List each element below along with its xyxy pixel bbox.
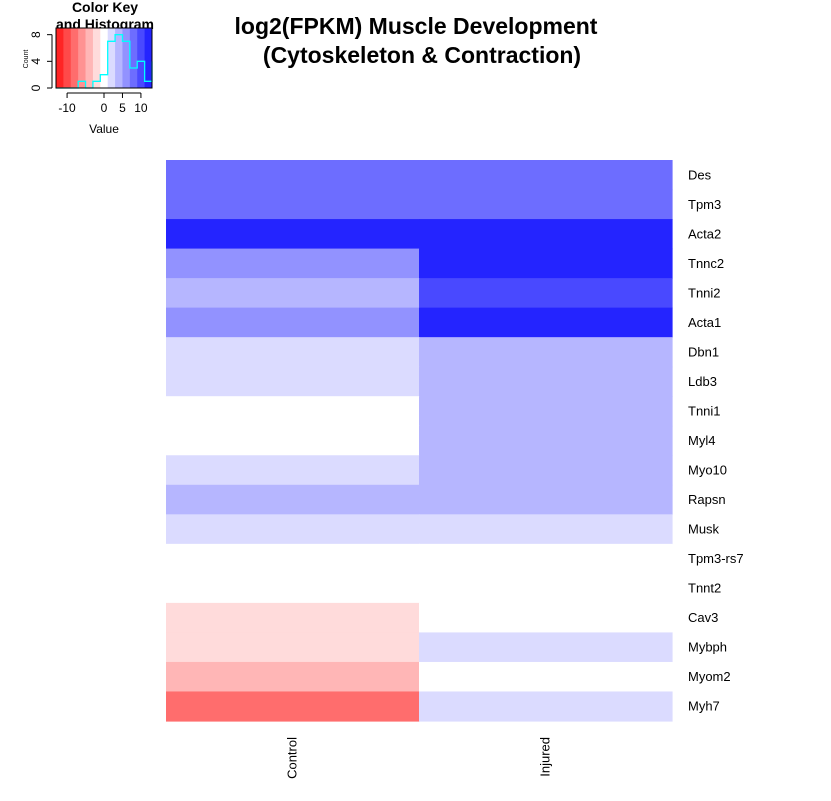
heatmap-cell-Myo10-Injured: [419, 455, 673, 486]
color-key-strip: [129, 28, 138, 88]
color-key-strip: [92, 28, 101, 88]
row-label-Myom2: Myom2: [688, 669, 731, 684]
row-label-Mybph: Mybph: [688, 640, 727, 655]
heatmap-cell-Acta1-Control: [166, 307, 420, 338]
heatmap-cell-Cav3-Injured: [419, 602, 673, 634]
heatmap-cell-Cav3-Control: [166, 602, 420, 634]
heatmap-cell-Mybph-Injured: [419, 632, 673, 663]
heatmap-cell-Musk-Control: [166, 514, 420, 545]
heatmap-cell-Myl4-Injured: [419, 425, 673, 456]
chart-title-line1: log2(FPKM) Muscle Development: [235, 13, 598, 39]
color-key-histogram: [56, 34, 153, 89]
color-key-x-tick-label: 0: [101, 101, 108, 115]
heatmap-cell-Myo10-Control: [166, 455, 420, 486]
heatmap-cell-Acta2-Injured: [419, 219, 673, 250]
heatmap-cell-Acta1-Injured: [419, 307, 673, 338]
heatmap-cell-Musk-Injured: [419, 514, 673, 545]
color-key-strips: [56, 28, 153, 88]
heatmap-cell-Dbn1-Control: [166, 337, 420, 368]
row-label-Tnnc2: Tnnc2: [688, 256, 724, 271]
row-label-Acta2: Acta2: [688, 226, 721, 241]
color-key-strip: [85, 28, 94, 88]
color-key-x-tick-label: -10: [58, 101, 76, 115]
color-key-frame: [55, 27, 153, 89]
heatmap-cell-Ldb3-Injured: [419, 366, 673, 397]
color-key-strip: [115, 28, 123, 88]
color-key-y-tick-label: 8: [29, 31, 43, 38]
heatmap-cell-Tpm3-Injured: [419, 189, 673, 220]
row-label-Myh7: Myh7: [688, 699, 720, 714]
row-label-Rapsn: Rapsn: [688, 492, 726, 507]
color-key-strip: [56, 28, 64, 88]
color-key-strip: [63, 28, 72, 88]
heatmap-cell-Tpm3-Control: [166, 189, 420, 220]
heatmap-cell-Myh7-Injured: [419, 691, 673, 722]
color-key-strip: [100, 28, 109, 88]
heatmap-cell-Tnni1-Injured: [419, 396, 673, 427]
heatmap-cell-Myh7-Control: [166, 691, 420, 722]
heatmap-cell-Myl4-Control: [166, 425, 420, 456]
color-key-strip: [107, 28, 116, 88]
color-key-xlabel: Value: [89, 122, 119, 136]
heatmap-cell-Myom2-Injured: [419, 661, 673, 693]
row-label-Des: Des: [688, 167, 712, 182]
row-label-Ldb3: Ldb3: [688, 374, 717, 389]
heatmap-row-labels: Des Tpm3 Acta2 Tnnc2 Tnni2 Acta1 Dbn1 Ldb3 Tnni1…: [688, 167, 744, 713]
heatmap-cell-Tnni2-Control: [166, 278, 420, 309]
color-key-x-tick-label: 5: [119, 101, 126, 115]
color-key-y-tick-label: 0: [29, 84, 43, 91]
row-label-Cav3: Cav3: [688, 610, 718, 625]
color-key-x-axis: -10 0 5 10: [58, 92, 148, 115]
row-label-Dbn1: Dbn1: [688, 344, 719, 359]
heatmap-cells: [166, 160, 673, 722]
heatmap-column-labels: Control Injured: [285, 737, 553, 779]
heatmap-cell-Tnnc2-Control: [166, 248, 420, 279]
color-key-strip: [70, 28, 79, 88]
row-label-Tpm3-rs7: Tpm3-rs7: [688, 551, 744, 566]
heatmap-cell-Rapsn-Control: [166, 484, 420, 515]
color-key-strip: [144, 28, 153, 88]
heatmap-cell-Ldb3-Control: [166, 366, 420, 397]
color-key-y-tick-label: 4: [29, 58, 43, 65]
chart-title-line2: (Cytoskeleton & Contraction): [263, 42, 581, 68]
row-label-Musk: Musk: [688, 522, 720, 537]
color-key: Color Key and Histogram -10 0 5 10 048 Valu…: [23, 0, 154, 136]
heatmap-cell-Rapsn-Injured: [419, 484, 673, 515]
heatmap-cell-Des-Injured: [419, 160, 673, 191]
color-key-y-axis: 0 4 8: [29, 31, 53, 91]
color-key-title-line1: Color Key: [72, 0, 138, 15]
column-label-Control: Control: [285, 737, 300, 779]
heatmap-cell-Tnnt2-Injured: [419, 573, 673, 604]
row-label-Myl4: Myl4: [688, 433, 715, 448]
heatmap-cell-Myom2-Control: [166, 661, 420, 693]
row-label-Tnnt2: Tnnt2: [688, 581, 721, 596]
color-key-ylabel: Count: [23, 50, 30, 69]
row-label-Myo10: Myo10: [688, 463, 727, 478]
heatmap-cell-Acta2-Control: [166, 219, 420, 250]
row-label-Tnni2: Tnni2: [688, 285, 721, 300]
heatmap-cell-Tnnt2-Control: [166, 573, 420, 604]
heatmap-cell-Tpm3-rs7-Injured: [419, 543, 673, 574]
heatmap-cell-Tnni2-Injured: [419, 278, 673, 309]
heatmap-cell-Tpm3-rs7-Control: [166, 543, 420, 574]
row-label-Acta1: Acta1: [688, 315, 721, 330]
color-key-histogram-line: [56, 34, 153, 89]
color-key-strip: [122, 28, 131, 88]
column-label-Injured: Injured: [538, 737, 553, 777]
heatmap-cell-Mybph-Control: [166, 632, 420, 663]
heatmap-cell-Dbn1-Injured: [419, 337, 673, 368]
heatmap-cell-Tnnc2-Injured: [419, 248, 673, 279]
color-key-x-tick-label: 10: [134, 101, 148, 115]
color-key-strip: [137, 28, 146, 88]
row-label-Tnni1: Tnni1: [688, 403, 721, 418]
row-label-Tpm3: Tpm3: [688, 197, 721, 212]
heatmap-cell-Des-Control: [166, 160, 420, 191]
heatmap-cell-Tnni1-Control: [166, 396, 420, 427]
color-key-strip: [78, 28, 86, 88]
